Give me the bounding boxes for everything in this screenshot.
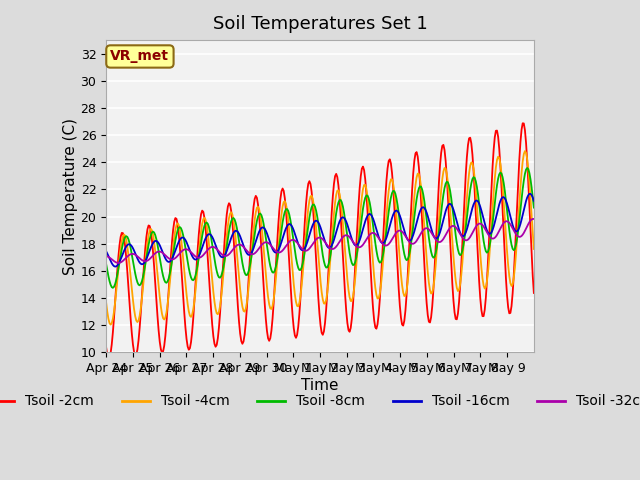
- Text: VR_met: VR_met: [111, 49, 170, 63]
- X-axis label: Time: Time: [301, 378, 339, 393]
- Legend: Tsoil -2cm, Tsoil -4cm, Tsoil -8cm, Tsoil -16cm, Tsoil -32cm: Tsoil -2cm, Tsoil -4cm, Tsoil -8cm, Tsoi…: [0, 389, 640, 414]
- Y-axis label: Soil Temperature (C): Soil Temperature (C): [63, 118, 78, 275]
- Title: Soil Temperatures Set 1: Soil Temperatures Set 1: [212, 15, 428, 33]
